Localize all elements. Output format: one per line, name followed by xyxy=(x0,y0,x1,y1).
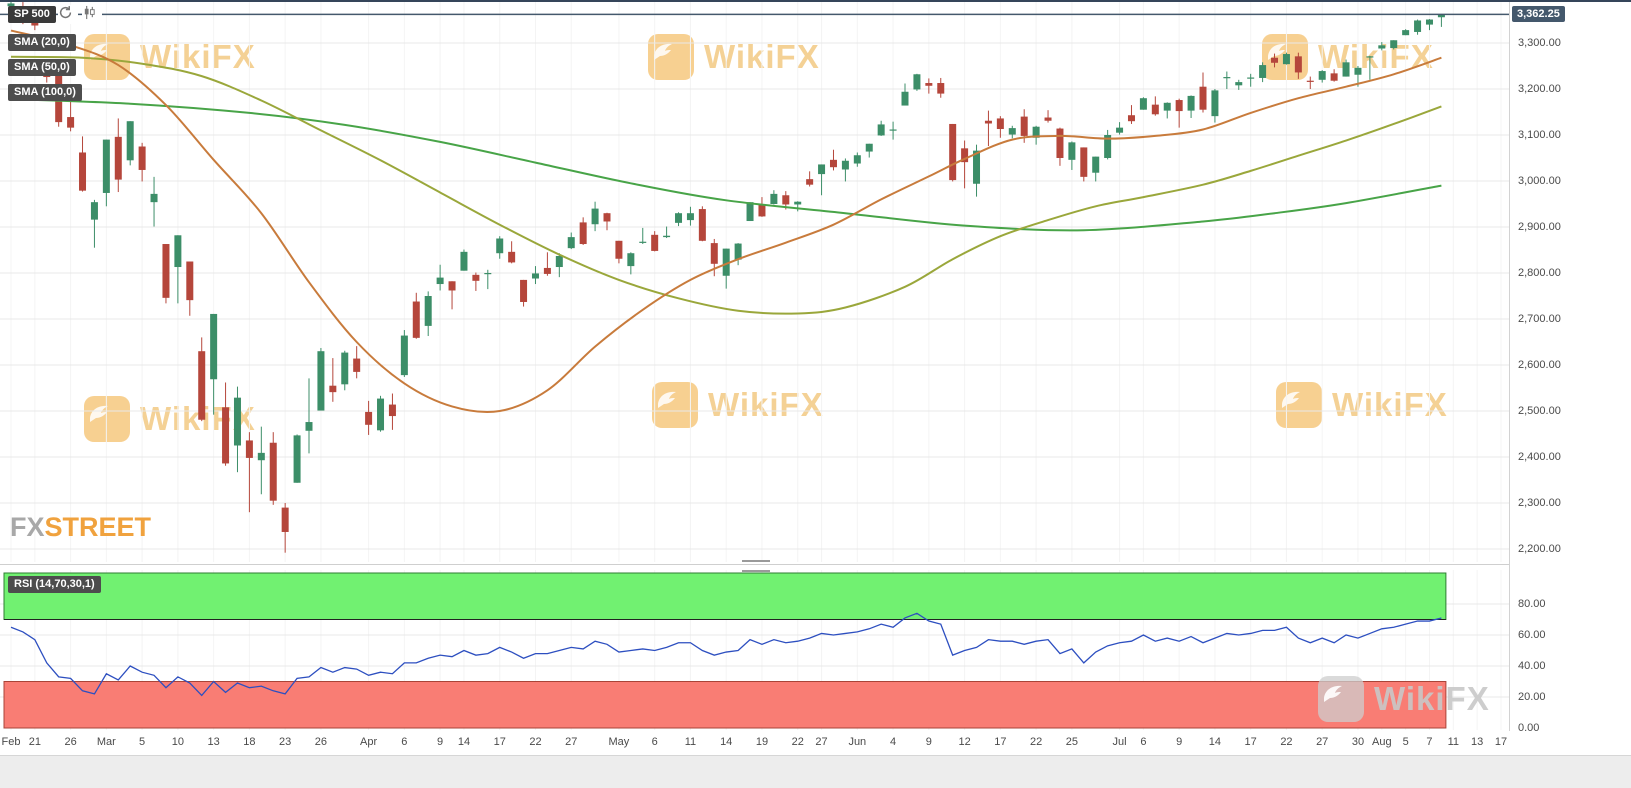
time-tick-label: 6 xyxy=(651,736,658,748)
candlestick-chart-icon xyxy=(84,5,95,20)
time-tick-label: 17 xyxy=(1494,736,1508,748)
time-tick-label: 23 xyxy=(279,736,292,748)
chart-type-button[interactable] xyxy=(82,5,102,24)
time-tick-label: 12 xyxy=(958,736,971,748)
symbol-badge[interactable]: SP 500 xyxy=(8,6,56,23)
time-tick-label: 13 xyxy=(207,736,220,748)
refresh-button[interactable] xyxy=(58,5,78,24)
price-axis[interactable]: 3,362.25 2,200.00 2,300.00 2,400.00 2,500.0… xyxy=(1509,0,1631,734)
sma50-line xyxy=(10,55,1442,315)
main-gridlines xyxy=(0,0,1509,562)
time-tick-label: 25 xyxy=(1065,736,1078,748)
price-tick-label: 3,100.00 xyxy=(1518,129,1561,141)
time-tick-label: 19 xyxy=(755,736,769,748)
sma100-legend-badge[interactable]: SMA (100,0) xyxy=(8,84,82,101)
price-tick-label: 2,600.00 xyxy=(1518,359,1561,371)
last-price-badge: 3,362.25 xyxy=(1512,6,1565,23)
time-tick-label: 27 xyxy=(565,736,578,748)
time-tick-label: 18 xyxy=(243,736,256,748)
time-axis[interactable]: Feb 21 26 Mar 5 10 13 18 23 26 Apr 6 9 14 17 22 27 May 6 11… xyxy=(0,731,1631,755)
rsi-overbought-band xyxy=(3,572,1447,620)
rsi-legend-badge[interactable]: RSI (14,70,30,1) xyxy=(8,576,101,593)
price-tick-label: 3,000.00 xyxy=(1518,175,1561,187)
bottom-scroll-strip[interactable] xyxy=(0,755,1631,788)
rsi-tick-label: 80.00 xyxy=(1518,598,1546,610)
sma20-legend-badge[interactable]: SMA (20,0) xyxy=(8,34,76,51)
price-tick-label: 2,300.00 xyxy=(1518,497,1561,509)
time-tick-label: 17 xyxy=(994,736,1007,748)
rsi-tick-label: 0.00 xyxy=(1518,722,1540,734)
time-tick-label: 9 xyxy=(925,736,932,748)
time-tick-label: May xyxy=(608,736,630,748)
time-tick-label: 9 xyxy=(437,736,444,748)
time-tick-label: 6 xyxy=(1140,736,1147,748)
refresh-icon xyxy=(59,6,72,19)
time-tick-label: 5 xyxy=(139,736,146,748)
time-tick-label: 14 xyxy=(1208,736,1222,748)
sma100-line xyxy=(10,98,1442,232)
window-top-border xyxy=(0,0,1631,2)
rsi-tick-label: 40.00 xyxy=(1518,660,1546,672)
fxstreet-logo: FXSTREET xyxy=(10,512,151,543)
sma20-line xyxy=(10,29,1442,414)
time-tick-label: 27 xyxy=(815,736,828,748)
time-tick-label: Feb xyxy=(1,736,21,748)
time-tick-label: 22 xyxy=(1029,736,1043,748)
fxstreet-logo-street: STREET xyxy=(44,512,152,542)
panel-resize-handle[interactable] xyxy=(742,560,770,572)
main-price-panel[interactable]: WikiFX WikiFX WikiFX WikiFX WikiFX WikiF… xyxy=(0,0,1509,562)
rsi-indicator-panel[interactable]: RSI (14,70,30,1) WikiFX xyxy=(0,570,1509,730)
time-tick-label: 21 xyxy=(28,736,41,748)
time-tick-label: 22 xyxy=(791,736,804,748)
time-tick-label: Jun xyxy=(848,736,867,748)
price-tick-label: 2,400.00 xyxy=(1518,451,1561,463)
candlesticks xyxy=(7,0,1445,553)
time-tick-label: 13 xyxy=(1471,736,1484,748)
time-tick-label: 14 xyxy=(720,736,733,748)
price-tick-label: 2,700.00 xyxy=(1518,313,1561,325)
time-tick-label: Jul xyxy=(1112,736,1127,748)
time-tick-label: 10 xyxy=(171,736,184,748)
price-tick-label: 3,200.00 xyxy=(1518,83,1561,95)
panel-separator xyxy=(0,564,1631,565)
price-tick-label: 3,300.00 xyxy=(1518,37,1561,49)
time-tick-label: 14 xyxy=(457,736,471,748)
time-tick-label: 22 xyxy=(1280,736,1293,748)
time-tick-label: 7 xyxy=(1426,736,1433,748)
time-tick-label: 27 xyxy=(1316,736,1329,748)
sma50-legend-badge[interactable]: SMA (50,0) xyxy=(8,59,76,76)
time-tick-label: 11 xyxy=(1447,736,1460,748)
time-tick-label: 9 xyxy=(1176,736,1183,748)
price-tick-label: 2,200.00 xyxy=(1518,543,1561,555)
rsi-tick-label: 60.00 xyxy=(1518,629,1546,641)
price-tick-label: 2,800.00 xyxy=(1518,267,1561,279)
time-tick-label: 6 xyxy=(401,736,408,748)
time-tick-label: 5 xyxy=(1402,736,1409,748)
time-tick-label: 26 xyxy=(314,736,328,748)
price-chart-canvas[interactable] xyxy=(0,0,1509,562)
time-tick-label: 11 xyxy=(684,736,697,748)
time-tick-label: Mar xyxy=(96,736,116,748)
price-tick-label: 2,900.00 xyxy=(1518,221,1561,233)
time-tick-label: 22 xyxy=(529,736,542,748)
fxstreet-logo-fx: FX xyxy=(10,512,45,542)
time-tick-label: 30 xyxy=(1351,736,1365,748)
time-tick-label: 17 xyxy=(1244,736,1257,748)
rsi-line xyxy=(10,612,1442,697)
time-tick-label: 26 xyxy=(64,736,77,748)
time-tick-label: Aug xyxy=(1372,736,1392,748)
time-tick-label: 17 xyxy=(493,736,506,748)
price-tick-label: 2,500.00 xyxy=(1518,405,1561,417)
rsi-oversold-band xyxy=(3,681,1447,729)
time-tick-label: Apr xyxy=(360,736,378,748)
rsi-chart-canvas[interactable] xyxy=(0,570,1509,730)
time-tick-label: 4 xyxy=(890,736,897,748)
rsi-tick-label: 20.00 xyxy=(1518,691,1546,703)
